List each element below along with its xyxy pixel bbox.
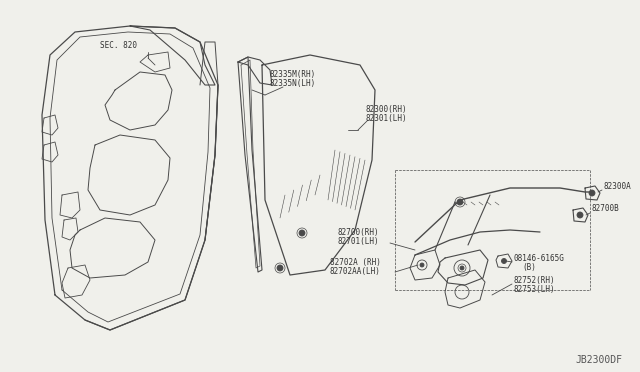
Text: 82335M(RH): 82335M(RH) <box>270 70 316 79</box>
Text: 82700B: 82700B <box>592 203 620 212</box>
Circle shape <box>420 263 424 267</box>
Text: 08146-6165G: 08146-6165G <box>514 254 565 263</box>
Circle shape <box>460 266 464 270</box>
Text: 82702A (RH): 82702A (RH) <box>330 258 381 267</box>
Circle shape <box>589 190 595 196</box>
Text: 82700(RH): 82700(RH) <box>338 228 380 237</box>
Circle shape <box>299 230 305 236</box>
Text: 82335N(LH): 82335N(LH) <box>270 79 316 88</box>
Text: 82702AA(LH): 82702AA(LH) <box>330 267 381 276</box>
Text: (B): (B) <box>522 263 536 272</box>
Circle shape <box>577 212 583 218</box>
Text: 82701(LH): 82701(LH) <box>338 237 380 246</box>
Text: SEC. 820: SEC. 820 <box>100 41 137 50</box>
Circle shape <box>502 259 506 263</box>
Circle shape <box>457 199 463 205</box>
Circle shape <box>277 265 283 271</box>
Text: JB2300DF: JB2300DF <box>575 355 622 365</box>
Text: 82300(RH): 82300(RH) <box>365 105 406 114</box>
Text: 82300A: 82300A <box>604 182 632 190</box>
Text: 82301(LH): 82301(LH) <box>365 114 406 123</box>
Text: 82753(LH): 82753(LH) <box>514 285 556 294</box>
Text: 82752(RH): 82752(RH) <box>514 276 556 285</box>
